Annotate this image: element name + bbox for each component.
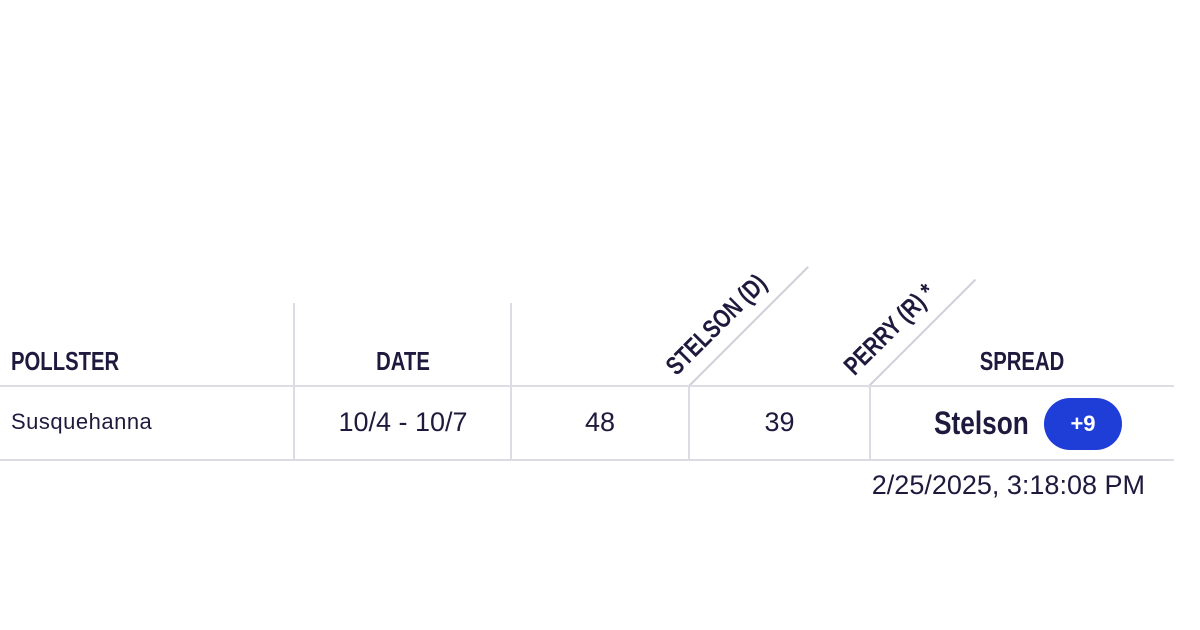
header-date: DATE — [376, 346, 430, 376]
pollster-name[interactable]: Susquehanna — [11, 409, 153, 434]
timestamp: 2/25/2025, 3:18:08 PM — [871, 470, 1145, 500]
header-candidate-stelson: STELSON (D) — [659, 267, 773, 381]
column-divider — [293, 303, 295, 461]
perry-value: 39 — [764, 407, 795, 437]
stelson-value: 48 — [584, 407, 616, 437]
row-divider — [0, 459, 1174, 461]
header-divider — [0, 385, 1174, 387]
spread-badge: +9 — [1044, 398, 1122, 450]
column-divider — [510, 303, 512, 461]
column-divider — [869, 387, 871, 459]
poll-date: 10/4 - 10/7 — [338, 407, 468, 437]
spread-leader: Stelson — [934, 405, 1029, 441]
table-row[interactable]: Susquehanna 10/4 - 10/7 48 39 Stelson — [0, 387, 1174, 459]
header-spread: SPREAD — [979, 346, 1065, 376]
header-pollster: POLLSTER — [11, 346, 120, 376]
column-divider — [688, 387, 690, 459]
